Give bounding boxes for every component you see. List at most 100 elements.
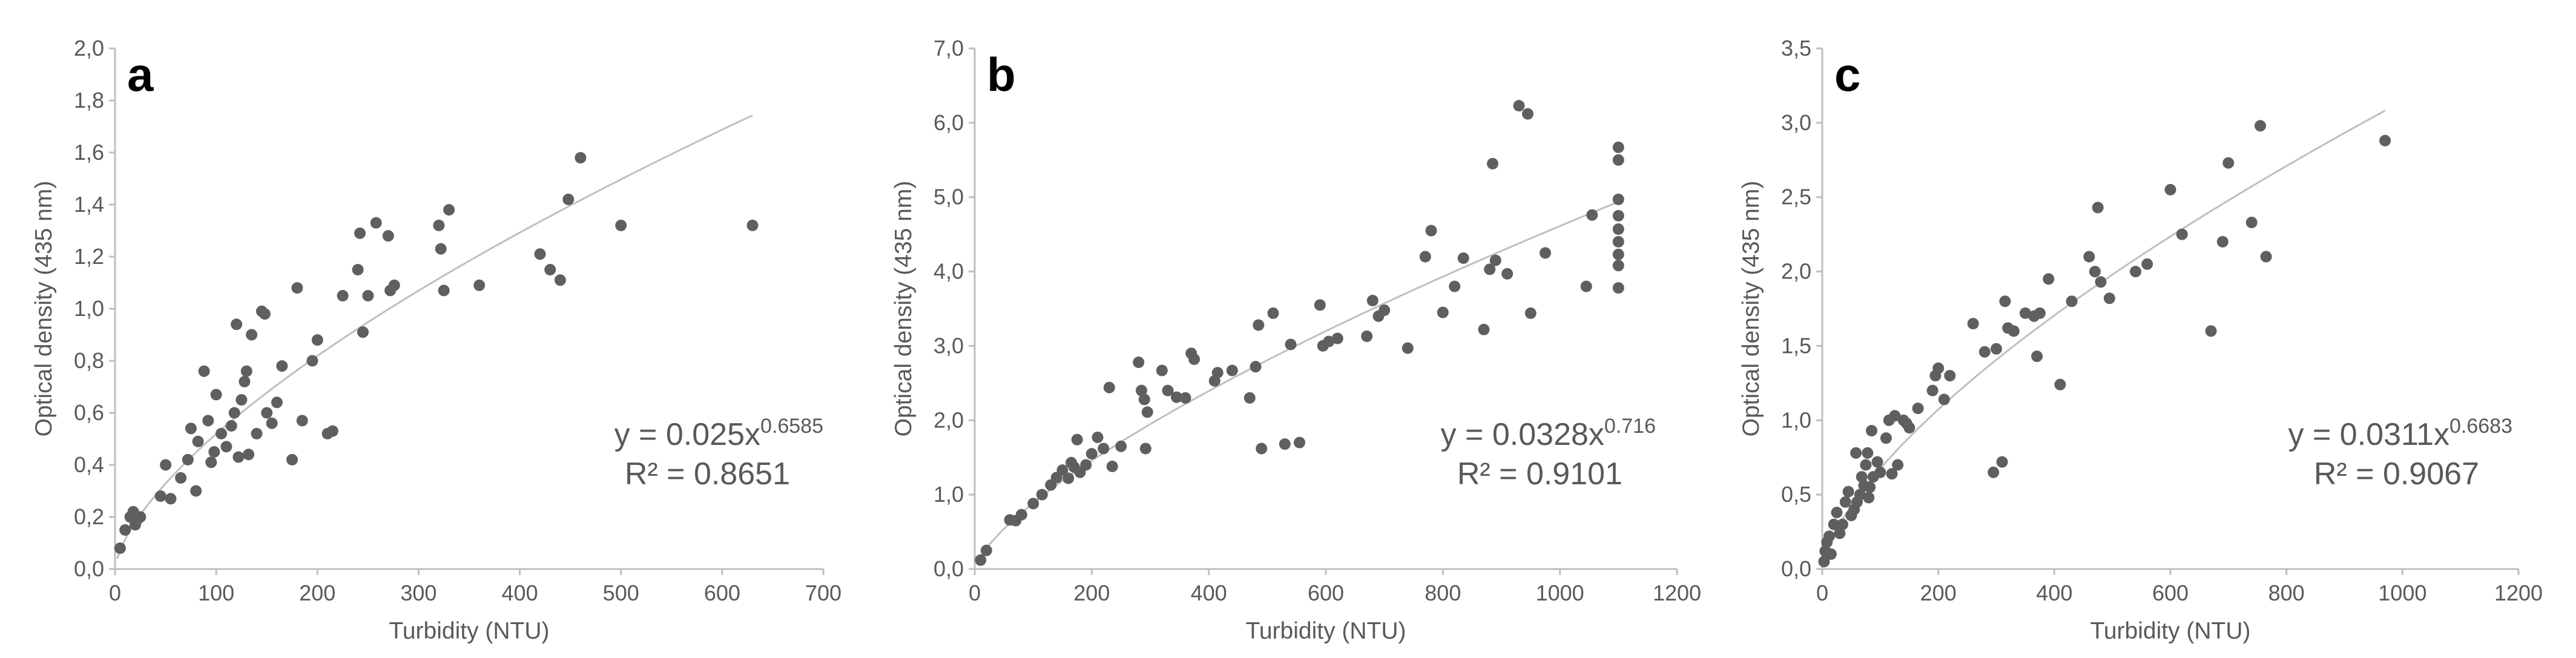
data-point [1366,295,1379,306]
data-point [1932,362,1945,374]
data-point [1136,384,1147,396]
x-tick-label: 0 [109,581,121,605]
data-point [1926,384,1939,396]
data-point [1999,295,2011,308]
data-point [354,227,366,239]
data-point [1823,530,1835,542]
data-point [2205,325,2217,337]
data-point [1612,260,1624,272]
y-tick-label: 2,0 [934,407,964,432]
data-point [1612,282,1624,294]
trendline [1822,110,2386,562]
data-point [382,230,394,242]
data-point [2089,266,2101,278]
data-point [271,396,283,409]
fit-equation-exponent: 0.716 [1604,415,1656,438]
data-point [1267,307,1279,319]
data-point [352,264,364,275]
data-point [1138,393,1150,406]
y-tick-label: 1,0 [74,296,104,321]
data-point [1027,498,1039,510]
y-tick-label: 4,0 [934,259,964,284]
data-point [1106,461,1118,472]
data-point [175,472,187,484]
panel-letter: a [127,48,154,101]
data-point [251,427,263,439]
data-point [2216,235,2228,248]
data-point [208,446,220,458]
y-tick-label: 5,0 [934,185,964,209]
data-point [240,365,252,377]
panel-c: 0,0 0,5 1,0 1,5 2,0 2,5 3,0 3,5 0 200 400 600 800 100… [1738,36,2543,644]
data-point [2255,120,2266,132]
data-point [185,423,197,435]
data-point [473,279,486,291]
data-point [1162,384,1174,396]
x-tick-label: 400 [1191,581,1227,605]
data-point [1056,464,1069,476]
data-point [1487,157,1498,169]
data-point [239,375,251,387]
data-point [2222,157,2235,169]
data-point [534,248,546,260]
data-point [1996,456,2008,468]
data-point [1513,100,1525,112]
r-squared: R² = 0.9101 [1457,456,1622,492]
y-tick-label: 1,6 [74,140,104,165]
data-point [228,407,240,419]
data-point [1179,392,1191,404]
x-tick-label: 400 [2036,581,2072,605]
data-point [1612,223,1624,235]
data-point [1250,361,1262,373]
data-point [1991,343,2002,355]
x-tick-label: 500 [603,581,639,605]
data-point [1449,280,1461,292]
data-point [1912,403,1924,415]
data-point [160,459,172,471]
data-point [1854,489,1866,501]
data-point [1244,392,1256,404]
data-point [182,453,194,466]
data-point [1871,456,1883,468]
data-point [1524,307,1537,319]
data-point [1253,319,1265,331]
y-tick-label: 2,5 [1781,185,1811,209]
data-point [286,453,298,466]
data-point [1489,254,1501,266]
fit-equation-exponent: 0.6585 [760,415,823,438]
y-tick-label: 3,0 [934,333,964,358]
data-point [2141,258,2153,270]
data-point [205,456,217,469]
data-point [1612,209,1624,222]
data-point [1323,335,1335,347]
x-tick-label: 0 [1816,581,1828,605]
data-point [1856,471,1868,483]
data-point [388,279,400,291]
panel-letter: c [1834,48,1860,101]
data-point [1860,459,1872,471]
r-squared: R² = 0.9067 [2314,456,2479,492]
data-point [261,407,273,419]
data-point [1092,432,1104,443]
data-point [746,219,759,231]
y-tick-label: 0,6 [74,400,104,425]
data-point [1967,318,1979,330]
data-point [266,417,278,429]
data-point [1478,323,1490,335]
x-axis-title: Turbidity (NTU) [2090,618,2250,644]
data-point [306,355,318,367]
data-point [1103,381,1115,393]
y-tick-label: 1,5 [1781,333,1811,358]
data-point [1062,472,1075,484]
data-point [1379,304,1391,316]
panel-a: 0,0 0,2 0,4 0,6 0,8 1,0 1,2 1,4 1,6 1,8 2,0 0 100 200… [31,36,842,644]
data-point [370,217,382,229]
data-point [2034,307,2046,319]
x-tick-label: 600 [2152,581,2189,605]
y-axis-title: Optical density (435 nm) [31,181,57,437]
data-point [438,285,450,297]
panel-letter: b [987,48,1016,101]
y-tick-label: 1,8 [74,88,104,113]
x-tick-label: 600 [704,581,740,605]
